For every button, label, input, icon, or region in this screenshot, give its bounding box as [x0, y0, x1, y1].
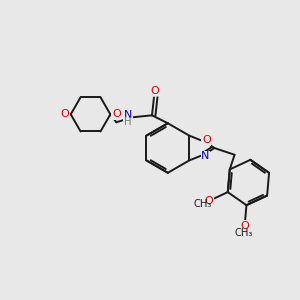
Text: CH₃: CH₃ — [235, 228, 253, 238]
Text: O: O — [112, 109, 121, 119]
Text: O: O — [202, 135, 211, 145]
Text: O: O — [60, 109, 69, 119]
Text: H: H — [124, 117, 132, 127]
Text: O: O — [151, 85, 159, 96]
Text: O: O — [205, 196, 213, 206]
Text: CH₃: CH₃ — [194, 199, 212, 209]
Text: O: O — [240, 221, 249, 231]
Text: N: N — [124, 110, 132, 120]
Text: N: N — [201, 151, 209, 161]
